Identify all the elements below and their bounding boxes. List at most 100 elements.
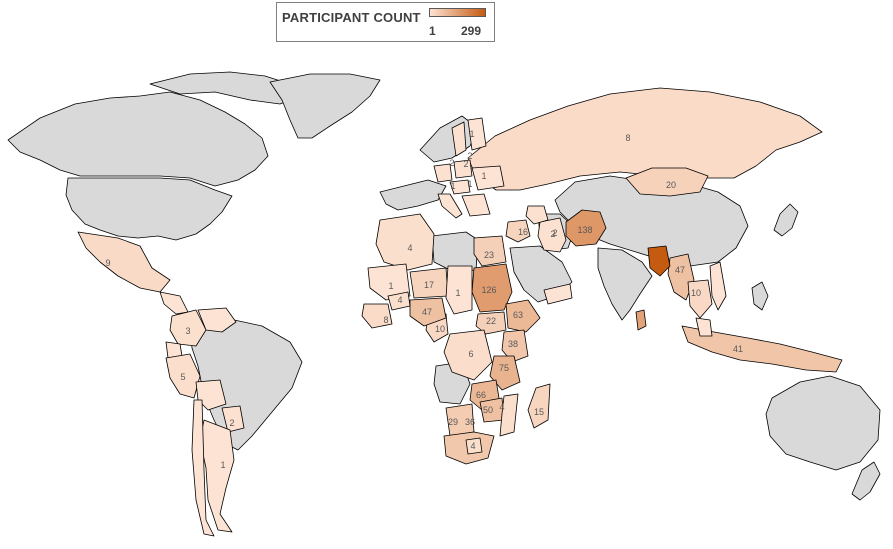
label-madagascar: 15: [534, 407, 544, 417]
data-regions: [77, 87, 843, 537]
label-guinea: 8: [383, 315, 388, 325]
region-vietnam: [709, 261, 727, 311]
region-pakistan: [537, 217, 567, 253]
legend-max-label: 299: [461, 24, 482, 38]
legend-gradient-bar: [429, 8, 486, 17]
region-italy: [437, 193, 463, 219]
region-paraguay: [221, 405, 245, 433]
land-philippines: [751, 281, 769, 311]
region-iraq: [525, 205, 549, 225]
label-indonesia: 41: [733, 344, 743, 354]
label-syria: 16: [518, 227, 528, 237]
label-ukraine: 1: [481, 171, 486, 181]
label-pakistan: 2: [550, 229, 555, 239]
land-australia: [765, 375, 881, 471]
label-sudan: 126: [481, 285, 496, 295]
label-south-africa: 36: [465, 417, 475, 427]
region-bangladesh: [647, 245, 671, 277]
label-thailand: 10: [691, 288, 701, 298]
region-mozambique: [499, 393, 519, 437]
region-chad: [445, 265, 473, 315]
label-argentina: 1: [220, 460, 225, 470]
label-paraguay: 2: [229, 418, 234, 428]
label-iraq: 2: [552, 228, 557, 238]
land-canada: [7, 91, 269, 187]
region-yemen: [543, 283, 573, 305]
region-venezuela: [197, 307, 237, 333]
region-russia: [467, 87, 823, 191]
region-afghanistan: [565, 209, 607, 247]
label-nigeria: 47: [422, 307, 432, 317]
land-usa: [65, 177, 233, 241]
label-italy: 1: [467, 179, 472, 189]
region-algeria: [375, 213, 435, 271]
region-guinea: [361, 303, 393, 329]
region-colombia: [169, 309, 207, 347]
region-mexico: [77, 231, 171, 293]
region-chile: [191, 399, 215, 537]
no-data-land: [7, 71, 881, 501]
region-ukraine: [471, 165, 505, 191]
region-central-america: [159, 291, 189, 315]
label-cameroon: 10: [435, 324, 445, 334]
label-chad: 1: [455, 288, 460, 298]
label-poland: 2: [463, 159, 468, 169]
region-indonesia: [681, 325, 843, 373]
land-japan: [773, 203, 799, 237]
land-western-europe: [379, 179, 447, 211]
label-colombia: 3: [185, 326, 190, 336]
region-peru: [165, 353, 201, 399]
label-mali: 1: [388, 281, 393, 291]
region-madagascar: [527, 383, 551, 429]
region-syria: [505, 219, 531, 243]
label-niger: 17: [424, 280, 434, 290]
label-russia: 8: [625, 133, 630, 143]
legend: PARTICIPANT COUNT 1 299: [276, 2, 495, 42]
region-south-sudan: [475, 311, 507, 335]
label-tanzania: 75: [499, 363, 509, 373]
label-mongolia: 20: [666, 180, 676, 190]
region-finland: [467, 117, 487, 151]
label-burkina: 4: [397, 295, 402, 305]
region-lesotho: [465, 437, 483, 455]
region-kenya: [501, 329, 529, 363]
region-myanmar: [667, 253, 695, 301]
region-sweden: [451, 121, 467, 157]
label-germany: 2: [449, 158, 454, 168]
label-peru: 5: [180, 372, 185, 382]
region-egypt: [473, 235, 507, 267]
label-mexico: 9: [105, 258, 110, 268]
land-greenland: [269, 73, 381, 139]
land-new-zealand: [851, 461, 881, 501]
label-algeria: 4: [407, 243, 412, 253]
label-finland: 1: [469, 129, 474, 139]
region-malaysia: [695, 317, 713, 337]
region-mongolia: [625, 167, 709, 197]
region-ethiopia: [505, 299, 541, 333]
data-labels: 8 20 138 2 16 23 126 22 63 38 75 66 50 4…: [105, 129, 743, 470]
region-burkina: [387, 291, 411, 311]
region-tanzania: [489, 355, 521, 391]
region-nigeria: [409, 297, 447, 327]
legend-title: PARTICIPANT COUNT: [282, 10, 421, 25]
label-dr-congo: 6: [468, 349, 473, 359]
legend-min-label: 1: [429, 24, 436, 38]
label-myanmar: 47: [675, 265, 685, 275]
region-bolivia: [195, 379, 227, 411]
label-afghanistan: 138: [577, 225, 592, 235]
region-thailand: [687, 279, 713, 319]
label-zimbabwe: 50: [483, 405, 493, 415]
label-botswana: 29: [448, 417, 458, 427]
label-egypt: 23: [484, 250, 494, 260]
label-mozambique: 4: [499, 402, 504, 412]
label-sweden: 2: [467, 151, 472, 161]
land-india: [597, 247, 653, 321]
region-balkans: [461, 193, 491, 217]
label-south-sudan: 22: [486, 316, 496, 326]
label-kenya: 38: [508, 339, 518, 349]
label-zambia: 66: [476, 390, 486, 400]
region-germany: [433, 163, 453, 183]
label-ethiopia: 63: [513, 310, 523, 320]
